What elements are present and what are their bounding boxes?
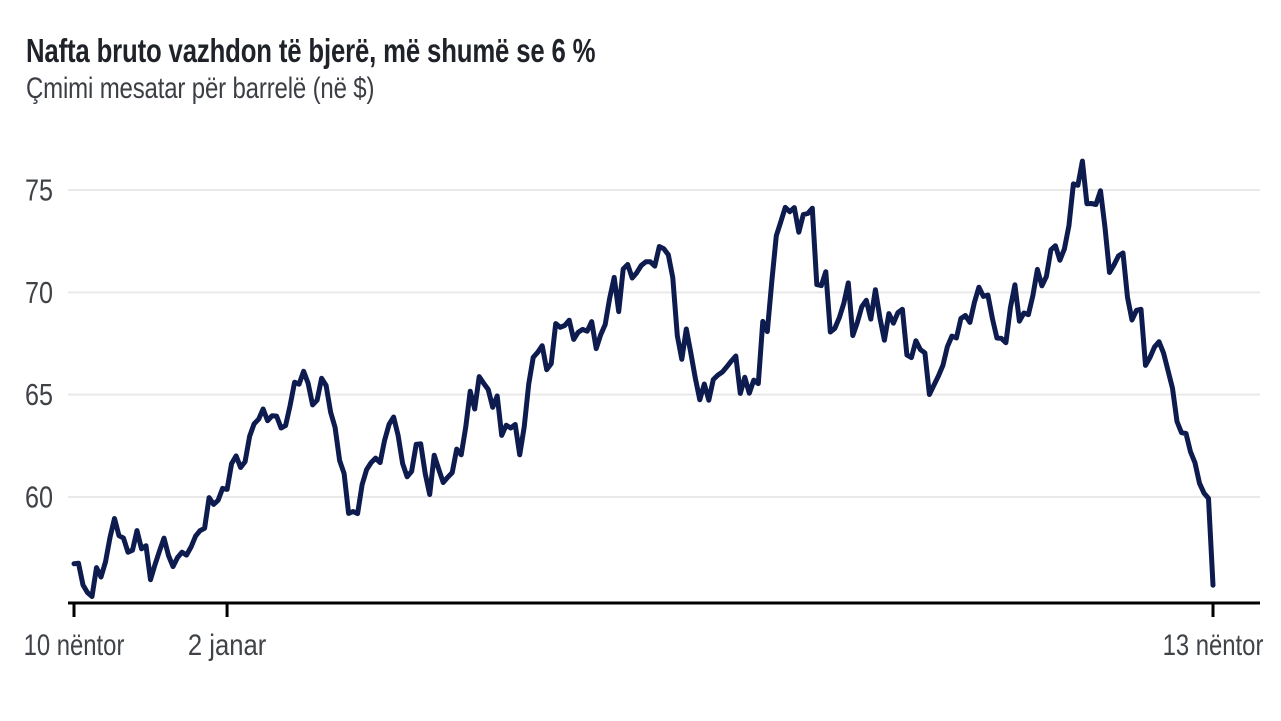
x-axis-labels: 10 nëntor 2 janar 13 nëntor <box>24 629 1264 662</box>
x-axis-ticks <box>72 603 1215 617</box>
y-axis-labels: 75 70 65 60 <box>25 173 53 515</box>
y-axis-label: 65 <box>25 377 53 412</box>
price-line <box>71 158 1216 599</box>
chart-subtitle: Çmimi mesatar për barrelë (në $) <box>26 72 375 105</box>
y-axis-label: 70 <box>25 275 53 310</box>
y-axis-label: 75 <box>25 173 53 208</box>
x-axis-label: 13 nëntor <box>1163 629 1264 662</box>
x-axis-label: 10 nëntor <box>24 629 125 662</box>
chart-title: Nafta bruto vazhdon të bjerë, më shumë s… <box>26 32 596 69</box>
x-axis-label: 2 janar <box>188 629 266 662</box>
y-axis-label: 60 <box>25 479 53 514</box>
gridlines <box>68 189 1260 498</box>
